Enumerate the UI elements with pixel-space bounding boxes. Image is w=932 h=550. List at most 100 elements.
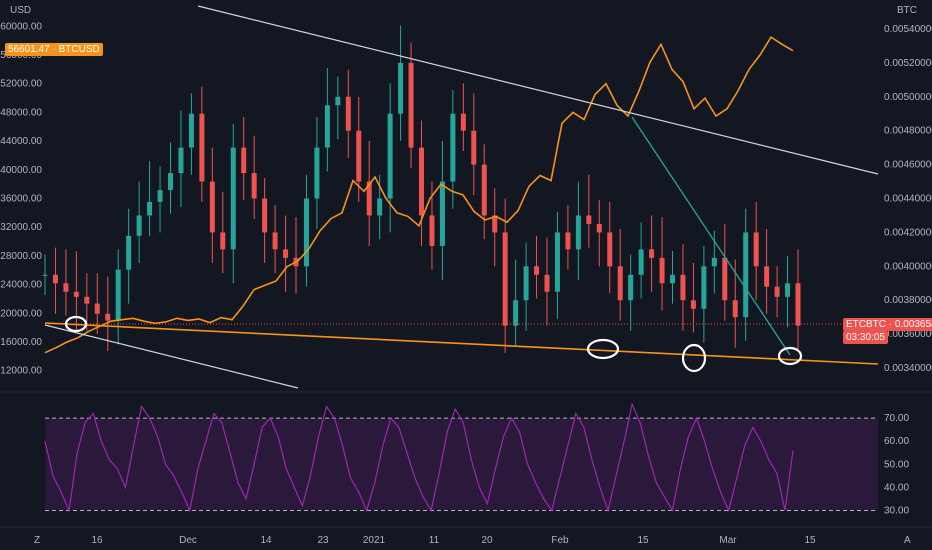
right-axis-tick: 0.00480000 [884,126,932,137]
rsi-axis-tick: 40.00 [884,482,909,493]
etc-candle [670,274,675,284]
x-axis-tick: 20 [481,535,493,546]
etc-candle [303,198,309,267]
etc-candle [42,274,48,276]
etcbtc-price-tag: ETCBTC · 0.00365841 [843,318,932,331]
etc-candle [157,190,163,202]
rsi-axis-tick: 70.00 [884,413,909,424]
etc-candle [377,198,383,216]
x-axis-tick: Dec [179,535,197,546]
x-axis-tick: 16 [91,535,103,546]
etc-candle [366,181,372,216]
etc-candle [115,269,121,321]
etc-candle [429,215,435,246]
etc-candle [283,249,289,258]
etc-candle [84,296,90,304]
right-axis-tick: 0.00540000 [884,24,932,35]
etc-candle [52,274,58,284]
etc-candle [209,181,215,233]
x-axis-tick: 15 [637,535,649,546]
etc-candle [785,283,791,297]
left-currency-label: USD [10,5,32,16]
etc-candle [722,257,728,301]
etc-candle [596,223,602,233]
etc-candle [272,232,278,250]
right-axis-tick: 0.00440000 [884,194,932,205]
left-axis-tick: 20000.00 [0,308,42,319]
etc-candle [586,215,592,224]
etc-candle [701,266,707,309]
rsi-axis-tick: 30.00 [884,505,909,516]
etc-candle [105,313,111,321]
etc-candle [314,147,320,199]
support-touch-marker [586,338,620,360]
rsi-band [45,418,878,511]
left-axis-tick: 52000.00 [0,79,42,90]
support-touch-marker [777,346,803,366]
etc-candle [168,173,173,191]
etc-candle [63,283,69,292]
support-touch-marker [64,315,88,333]
etc-candle [534,266,540,275]
right-axis-tick: 0.00380000 [884,295,932,306]
right-axis-tick: 0.00400000 [884,261,932,272]
etc-candle [147,201,153,216]
etc-candle [126,235,132,270]
etc-candle [335,96,341,106]
etc-candle [460,113,466,131]
etc-candle [230,147,236,250]
left-axis-tick: 12000.00 [0,366,42,377]
auto-scale-button[interactable]: A [904,535,911,546]
rsi-axis-tick: 50.00 [884,459,909,470]
etc-candle [178,147,184,174]
etc-candle [324,105,330,148]
etc-candle [544,274,550,292]
etc-candle [659,257,665,284]
etc-candle [607,232,613,267]
btcusd-line [44,35,794,354]
etc-candle [554,232,560,292]
etc-candle [711,257,717,267]
right-currency-label: BTC [897,5,917,16]
right-axis-tick: 0.00360000 [884,329,932,340]
etc-candle [617,266,623,301]
etc-candle [502,232,508,326]
x-axis-tick: 11 [429,535,440,546]
etc-candle [356,130,362,182]
etc-candle [628,274,634,301]
btcusd-price-tag: 56601.47 · BTCUSD [5,43,103,56]
zoom-reset-button[interactable]: Z [34,535,41,546]
rsi-axis-tick: 60.00 [884,436,909,447]
etc-candle [732,300,738,318]
etc-candle [690,300,696,309]
etc-candle [764,266,770,287]
etc-candle [492,215,498,233]
right-axis-tick: 0.00340000 [884,363,932,374]
left-axis-tick: 40000.00 [0,165,42,176]
right-axis-tick: 0.00500000 [884,92,932,103]
etc-candle [680,274,686,301]
x-axis-tick: 15 [804,535,816,546]
teal-trendline [631,116,791,356]
left-axis-tick: 16000.00 [0,337,42,348]
right-axis-tick: 0.00460000 [884,160,932,171]
rsi-line [44,402,794,513]
right-axis-tick: 0.00420000 [884,227,932,238]
x-axis-tick: Feb [551,535,569,546]
etc-candle [753,232,759,267]
x-axis-tick: Mar [719,535,737,546]
etc-candle [398,62,404,114]
etc-candle [251,173,257,199]
etc-candle [471,130,477,165]
right-axis-tick: 0.00520000 [884,58,932,69]
etc-candle [136,215,142,236]
x-axis-tick: 2021 [363,535,386,546]
etc-candle [419,147,424,216]
etc-candle [73,291,79,297]
left-axis-tick: 32000.00 [0,222,42,233]
etc-candle [565,232,571,250]
etc-candle [241,147,247,174]
etc-candle [513,300,519,326]
